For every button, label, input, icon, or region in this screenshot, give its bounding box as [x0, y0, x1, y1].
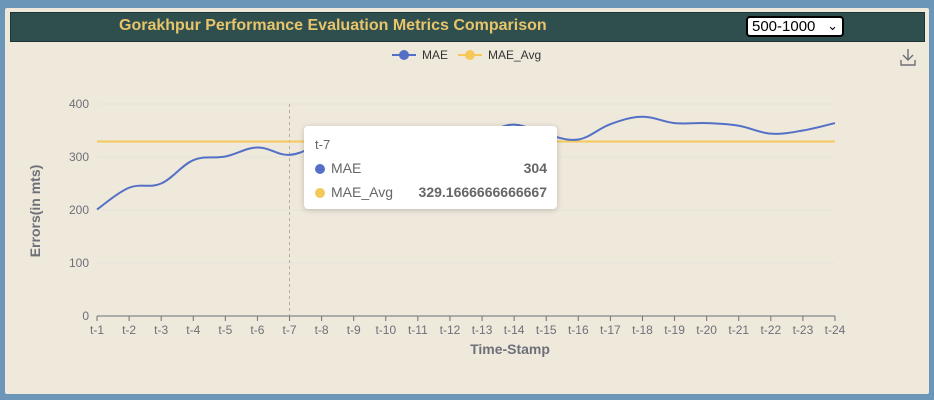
x-tick-label: t-13 — [472, 323, 493, 337]
tooltip: t-7 MAE 304 MAE_Avg 329.1666666666667 — [304, 126, 557, 209]
tooltip-series-value: 304 — [523, 160, 547, 176]
range-select[interactable]: 500-1000 ⌄ — [746, 16, 844, 37]
tooltip-series-name: MAE_Avg — [331, 184, 393, 200]
y-tick-label: 0 — [82, 309, 89, 323]
legend-label: MAE_Avg — [488, 48, 541, 62]
y-tick-label: 100 — [69, 256, 89, 270]
legend-dot-icon — [465, 50, 475, 60]
tooltip-series-name: MAE — [331, 160, 362, 176]
tooltip-series-value: 329.1666666666667 — [418, 184, 547, 200]
x-tick-label: t-10 — [375, 323, 396, 337]
series-dot-icon — [315, 188, 325, 198]
tooltip-title: t-7 — [315, 137, 331, 152]
download-icon[interactable] — [898, 46, 918, 68]
chevron-down-icon: ⌄ — [827, 18, 838, 33]
header-bar: Gorakhpur Performance Evaluation Metrics… — [10, 12, 925, 42]
y-tick-label: 300 — [69, 150, 89, 164]
x-tick-label: t-1 — [90, 323, 104, 337]
tooltip-row-mae: MAE 304 — [315, 160, 547, 178]
y-axis-title: Errors(in mts) — [27, 165, 43, 258]
x-tick-label: t-21 — [728, 323, 749, 337]
legend-label: MAE — [422, 48, 448, 62]
x-tick-labels: t-1 t-2 t-3 t-4 t-5 t-6 t-7 t-8 t-9 t-10 t-11 t-12 t… — [90, 323, 846, 337]
x-axis-title: Time-Stamp — [470, 341, 550, 357]
tooltip-row-mae-avg: MAE_Avg 329.1666666666667 — [315, 184, 547, 202]
x-tick-label: t-5 — [218, 323, 232, 337]
x-tick-label: t-16 — [568, 323, 589, 337]
x-tick-label: t-15 — [536, 323, 557, 337]
x-tick-label: t-4 — [186, 323, 200, 337]
x-tick-label: t-12 — [440, 323, 461, 337]
x-tick-label: t-20 — [696, 323, 717, 337]
x-tick-label: t-23 — [793, 323, 814, 337]
x-tick-label: t-24 — [825, 323, 846, 337]
x-tick-label: t-22 — [760, 323, 781, 337]
legend: MAE MAE_Avg — [392, 48, 541, 62]
x-tick-label: t-14 — [504, 323, 525, 337]
x-tick-label: t-2 — [122, 323, 136, 337]
chart-panel: Gorakhpur Performance Evaluation Metrics… — [5, 8, 929, 394]
page-title: Gorakhpur Performance Evaluation Metrics… — [119, 17, 547, 34]
x-tick-label: t-11 — [408, 323, 428, 337]
x-tick-label: t-6 — [250, 323, 264, 337]
x-tick-label: t-18 — [632, 323, 653, 337]
x-tick-label: t-8 — [315, 323, 329, 337]
x-tick-label: t-7 — [283, 323, 297, 337]
y-tick-label: 200 — [69, 203, 89, 217]
y-tick-labels: 0 100 200 300 400 — [69, 97, 89, 323]
x-tick-label: t-9 — [347, 323, 361, 337]
legend-dot-icon — [399, 50, 409, 60]
x-tick-label: t-19 — [664, 323, 685, 337]
y-tick-label: 400 — [69, 97, 89, 111]
range-select-value: 500-1000 — [752, 18, 816, 35]
axes — [96, 315, 836, 321]
x-tick-label: t-17 — [600, 323, 621, 337]
x-tick-label: t-3 — [154, 323, 168, 337]
series-dot-icon — [315, 164, 325, 174]
